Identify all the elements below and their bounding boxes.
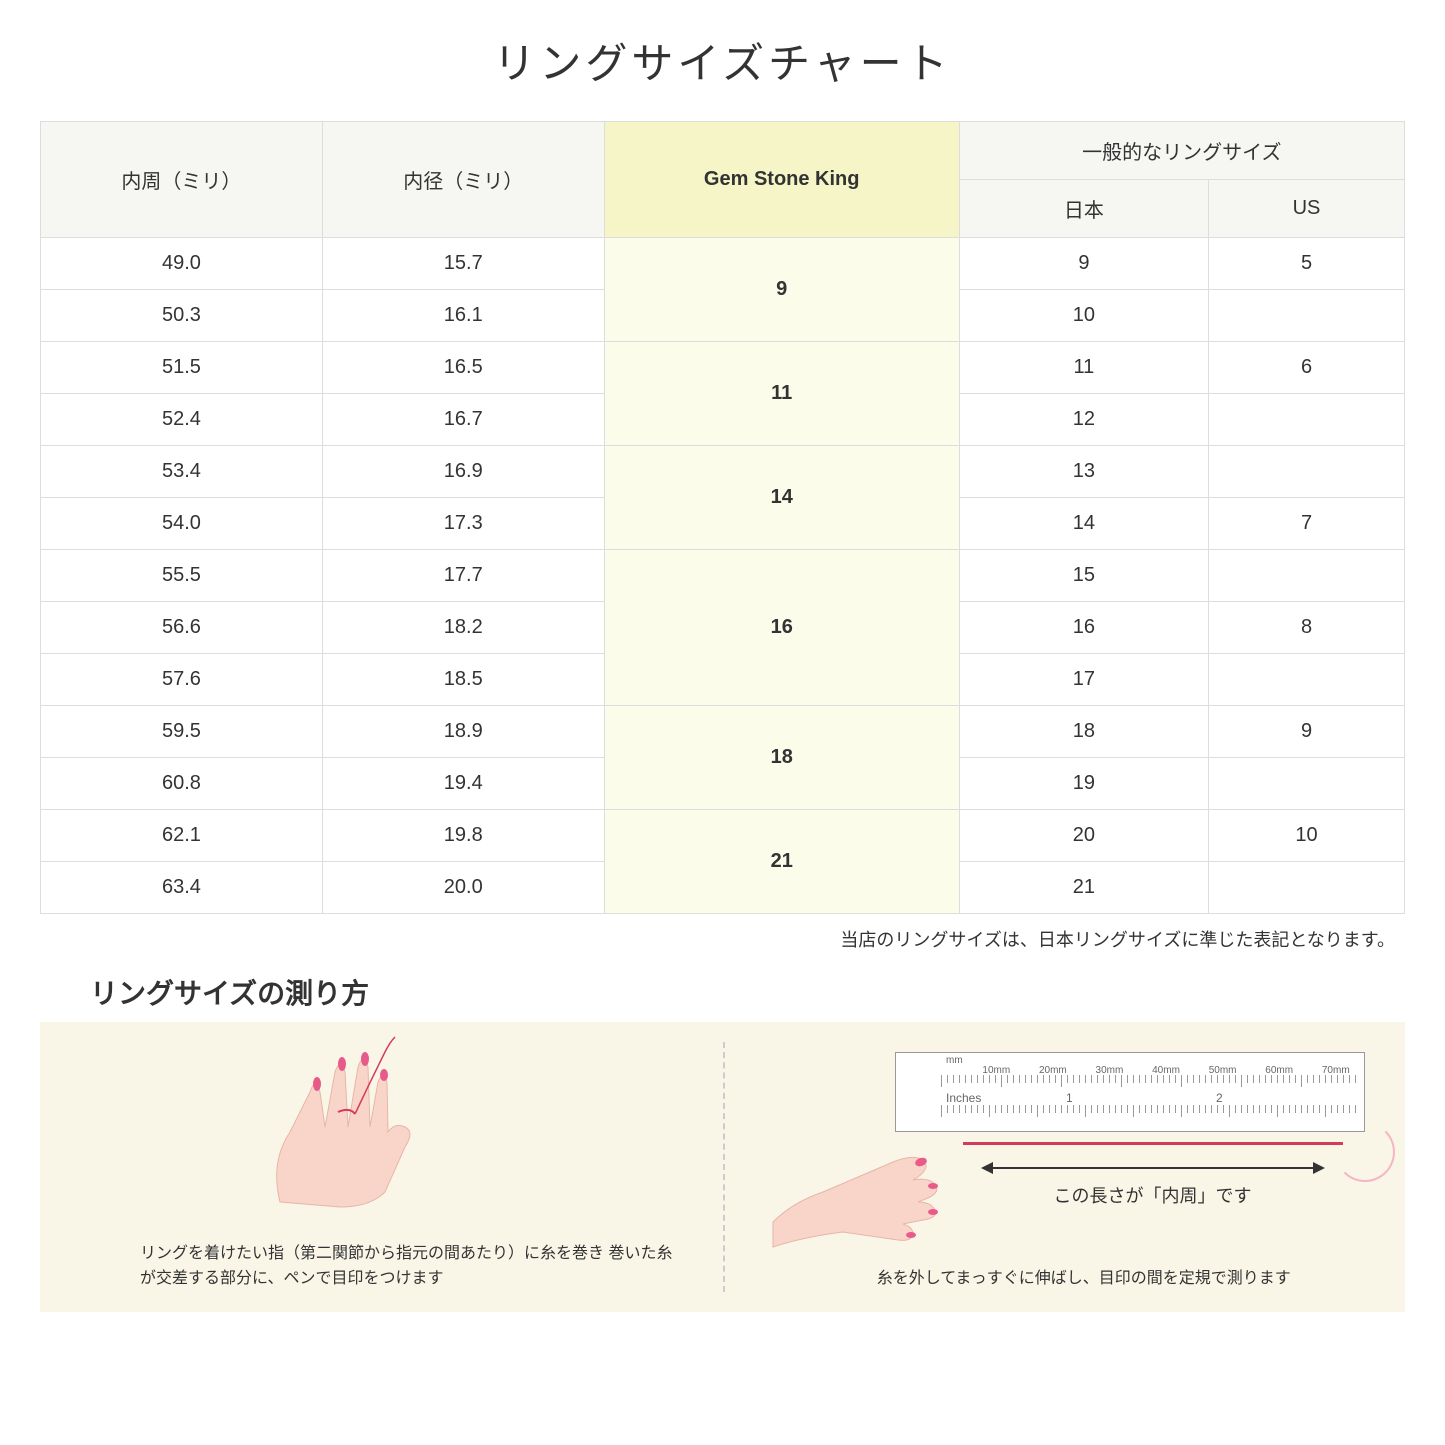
cell-gsk: 11 (604, 342, 959, 446)
header-diameter: 内径（ミリ） (322, 122, 604, 238)
cell-circ: 60.8 (41, 758, 323, 810)
cell-jp: 17 (959, 654, 1208, 706)
cell-circ: 57.6 (41, 654, 323, 706)
header-general: 一般的なリングサイズ (959, 122, 1404, 180)
cell-diam: 16.9 (322, 446, 604, 498)
table-row: 59.518.918189 (41, 706, 1405, 758)
header-circumference: 内周（ミリ） (41, 122, 323, 238)
cell-circ: 59.5 (41, 706, 323, 758)
ruler-mm-label: mm (946, 1055, 963, 1066)
arrow-label: この長さが「内周」です (983, 1182, 1323, 1208)
thread-curl (1335, 1122, 1395, 1182)
measurement-arrow (983, 1167, 1323, 1169)
howto-left: リングを着けたい指（第二関節から指元の間あたり）に糸を巻き 巻いた糸が交差する部… (40, 1022, 723, 1312)
cell-jp: 11 (959, 342, 1208, 394)
cell-us: 5 (1209, 238, 1405, 290)
table-row: 49.015.7995 (41, 238, 1405, 290)
cell-jp: 9 (959, 238, 1208, 290)
cell-us (1209, 862, 1405, 914)
cell-jp: 13 (959, 446, 1208, 498)
cell-gsk: 9 (604, 238, 959, 342)
howto-left-caption: リングを着けたい指（第二関節から指元の間あたり）に糸を巻き 巻いた糸が交差する部… (140, 1241, 683, 1292)
table-row: 51.516.511116 (41, 342, 1405, 394)
cell-jp: 12 (959, 394, 1208, 446)
cell-diam: 16.1 (322, 290, 604, 342)
cell-circ: 53.4 (41, 446, 323, 498)
header-us: US (1209, 180, 1405, 238)
cell-us (1209, 758, 1405, 810)
thread-line (963, 1142, 1343, 1145)
cell-circ: 54.0 (41, 498, 323, 550)
cell-jp: 14 (959, 498, 1208, 550)
cell-jp: 19 (959, 758, 1208, 810)
howto-right-caption: 糸を外してまっすぐに伸ばし、目印の間を定規で測ります (803, 1266, 1366, 1292)
cell-diam: 15.7 (322, 238, 604, 290)
table-row: 53.416.91413 (41, 446, 1405, 498)
table-note: 当店のリングサイズは、日本リングサイズに準じた表記となります。 (40, 926, 1405, 952)
cell-diam: 19.4 (322, 758, 604, 810)
cell-circ: 63.4 (41, 862, 323, 914)
cell-us (1209, 550, 1405, 602)
cell-diam: 17.3 (322, 498, 604, 550)
ring-size-table: 内周（ミリ） 内径（ミリ） Gem Stone King 一般的なリングサイズ … (40, 121, 1405, 914)
hand-illustration-left (220, 1032, 460, 1212)
cell-jp: 18 (959, 706, 1208, 758)
cell-gsk: 16 (604, 550, 959, 706)
cell-us (1209, 654, 1405, 706)
cell-diam: 20.0 (322, 862, 604, 914)
cell-diam: 16.7 (322, 394, 604, 446)
cell-jp: 20 (959, 810, 1208, 862)
cell-jp: 16 (959, 602, 1208, 654)
cell-us: 8 (1209, 602, 1405, 654)
table-row: 55.517.71615 (41, 550, 1405, 602)
cell-diam: 16.5 (322, 342, 604, 394)
cell-circ: 51.5 (41, 342, 323, 394)
cell-us (1209, 394, 1405, 446)
cell-jp: 10 (959, 290, 1208, 342)
cell-circ: 62.1 (41, 810, 323, 862)
cell-diam: 18.5 (322, 654, 604, 706)
header-japan: 日本 (959, 180, 1208, 238)
cell-circ: 55.5 (41, 550, 323, 602)
page-title: リングサイズチャート (40, 30, 1405, 91)
cell-circ: 52.4 (41, 394, 323, 446)
cell-us (1209, 446, 1405, 498)
cell-circ: 50.3 (41, 290, 323, 342)
howto-panel: リングを着けたい指（第二関節から指元の間あたり）に糸を巻き 巻いた糸が交差する部… (40, 1022, 1405, 1312)
cell-gsk: 14 (604, 446, 959, 550)
cell-us: 9 (1209, 706, 1405, 758)
header-gsk: Gem Stone King (604, 122, 959, 238)
cell-us: 7 (1209, 498, 1405, 550)
table-row: 62.119.8212010 (41, 810, 1405, 862)
howto-right: mm 10mm20mm30mm40mm50mm60mm70mm Inches 1… (723, 1022, 1406, 1312)
cell-diam: 17.7 (322, 550, 604, 602)
hand-illustration-right (763, 1132, 963, 1252)
howto-title: リングサイズの測り方 (40, 972, 1405, 1012)
cell-diam: 18.9 (322, 706, 604, 758)
cell-jp: 21 (959, 862, 1208, 914)
cell-us: 10 (1209, 810, 1405, 862)
cell-diam: 19.8 (322, 810, 604, 862)
cell-jp: 15 (959, 550, 1208, 602)
cell-gsk: 18 (604, 706, 959, 810)
cell-diam: 18.2 (322, 602, 604, 654)
cell-circ: 49.0 (41, 238, 323, 290)
ruler-illustration: mm 10mm20mm30mm40mm50mm60mm70mm Inches 1… (895, 1052, 1365, 1132)
cell-us: 6 (1209, 342, 1405, 394)
ruler-inches-label: Inches (946, 1091, 981, 1105)
cell-circ: 56.6 (41, 602, 323, 654)
cell-gsk: 21 (604, 810, 959, 914)
cell-us (1209, 290, 1405, 342)
